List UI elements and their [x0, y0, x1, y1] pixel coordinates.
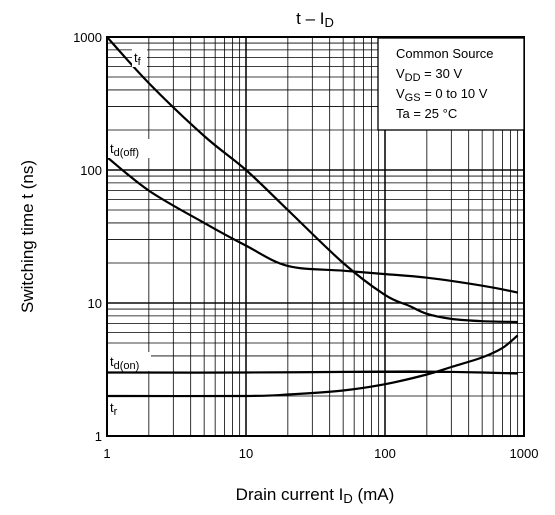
- x-axis-title: Drain current ID (mA): [236, 485, 395, 506]
- x-tick-label: 1000: [510, 446, 539, 461]
- curves: [106, 36, 519, 398]
- legend-line: Ta = 25 °C: [396, 106, 457, 121]
- y-tick-label: 1000: [73, 30, 102, 45]
- legend-line: VGS = 0 to 10 V: [396, 86, 488, 104]
- curve-label-background: [108, 139, 158, 158]
- conditions-legend: Common Source VDD = 30 V VGS = 0 to 10 V Ta…: [377, 37, 525, 131]
- curve-tf: [106, 36, 518, 324]
- chart-title-main: t – I: [296, 9, 324, 28]
- chart-title: t – ID: [296, 9, 334, 30]
- legend-line: VDD = 30 V: [396, 66, 462, 84]
- x-tick-label: 1: [103, 446, 110, 461]
- y-axis-title: Switching time t (ns): [18, 160, 37, 313]
- curve-tdon: [106, 370, 518, 375]
- curve-tdoff: [106, 156, 518, 294]
- curve-label-background: [108, 398, 123, 417]
- axis-ticks: 1 10 100 1000 1 10 100 1000: [73, 30, 538, 461]
- curve-label-tdoff: td(off): [110, 141, 139, 159]
- curve-label-tr: tr: [110, 400, 118, 418]
- grid: [106, 36, 525, 437]
- x-axis-title-unit: (mA): [353, 485, 395, 504]
- curve-label-tf: tf: [134, 50, 142, 68]
- y-tick-label: 10: [88, 296, 102, 311]
- curve-label-tdon: td(on): [110, 354, 139, 372]
- y-tick-label: 100: [80, 163, 102, 178]
- curve-labels: tf td(off) td(on) tr: [108, 48, 158, 418]
- x-axis-title-sub: D: [343, 491, 352, 506]
- y-tick-label: 1: [95, 429, 102, 444]
- plot-frame: [106, 36, 525, 437]
- legend-box: [377, 37, 525, 131]
- legend-line: Common Source: [396, 46, 494, 61]
- x-tick-label: 100: [374, 446, 396, 461]
- x-axis-title-main: Drain current I: [236, 485, 344, 504]
- curve-tr: [106, 334, 519, 398]
- chart-title-sub: D: [324, 15, 333, 30]
- x-tick-label: 10: [239, 446, 253, 461]
- curve-label-background: [132, 48, 147, 67]
- curve-label-background: [108, 352, 151, 371]
